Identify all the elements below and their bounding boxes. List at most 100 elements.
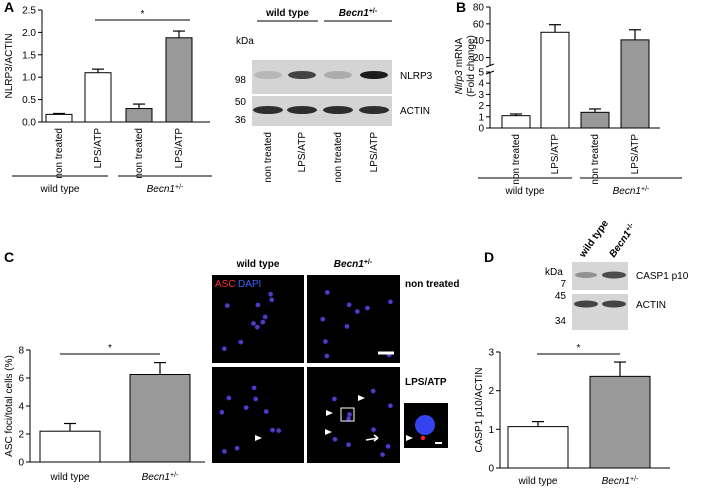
column-label-gene: wild type (236, 259, 280, 270)
lane-label: non treated (333, 132, 344, 183)
y-tick-label: 6 (18, 374, 24, 385)
lane-label: LPS/ATP (297, 132, 308, 173)
x-tick-label-gene: Becn1 (602, 476, 630, 487)
stain-label: ASC (215, 279, 236, 290)
asc-signal (326, 355, 329, 358)
asc-signal (348, 443, 351, 446)
lane-label-superscript: +/- (624, 221, 635, 232)
x-tick-label: wild type (518, 476, 558, 487)
lane-group-label-superscript: +/- (369, 8, 378, 15)
panel-label: B (456, 0, 466, 15)
asc-signal (223, 450, 226, 453)
y-tick-label: 4 (478, 79, 484, 90)
blot-band (602, 271, 626, 279)
lane-group-label: Becn1+/- (339, 8, 378, 20)
asc-signal (373, 428, 376, 431)
asc-signal (382, 453, 385, 456)
y-tick-label: 2 (488, 386, 494, 397)
y-tick-label: 20 (473, 53, 485, 64)
x-tick-label-gene: wild type (518, 476, 558, 487)
x-tick-label-superscript: +/- (170, 472, 179, 479)
asc-signal (253, 322, 256, 325)
bar (45, 113, 73, 123)
arrow (365, 434, 379, 442)
blot-band (288, 71, 316, 79)
y-tick-label: 0 (478, 124, 484, 135)
lane-group-label-gene: wild type (265, 8, 309, 19)
x-tick-label: non treated (511, 134, 522, 185)
y-tick-label: 1.0 (22, 73, 36, 84)
column-label-gene: Becn1 (334, 259, 364, 270)
marker-label: 34 (555, 316, 567, 327)
bar (540, 31, 570, 129)
significance-label: * (108, 343, 112, 354)
asc-signal (255, 397, 258, 400)
asc-signal (356, 310, 359, 313)
panel-label: D (484, 249, 494, 265)
y-tick-label: 4 (18, 402, 24, 413)
y-tick-label: 1 (488, 425, 494, 436)
x-tick-label: non treated (590, 134, 601, 185)
y-tick-label: 1.5 (22, 50, 36, 61)
y-tick-label: 0.5 (22, 95, 36, 106)
blot-band (574, 300, 598, 308)
bar (501, 115, 531, 129)
x-tick-label-gene: Becn1 (142, 472, 170, 483)
zoom-box (340, 407, 355, 422)
y-tick-label: 80 (473, 3, 485, 14)
asc-signal (390, 300, 393, 303)
bar (39, 430, 101, 463)
x-tick-label: non treated (54, 128, 65, 179)
x-tick-label-gene: wild type (50, 472, 90, 483)
y-tick-label: 3 (488, 348, 494, 359)
blot-band (254, 71, 282, 79)
group-label: Becn1+/- (613, 186, 650, 198)
micrograph (212, 367, 304, 463)
kda-label: kDa (236, 36, 254, 47)
asc-signal (240, 341, 243, 344)
y-axis-label: CASP1 p10/ACTIN (474, 367, 485, 452)
row-label: ACTIN (400, 106, 430, 117)
blot-band (602, 300, 626, 308)
arrowhead (326, 410, 333, 416)
x-tick-label: Becn1+/- (142, 472, 179, 484)
asc-signal (272, 429, 275, 432)
column-label-superscript: +/- (364, 259, 373, 266)
column-label: Becn1+/- (334, 259, 373, 271)
asc-signal (253, 386, 256, 389)
blot-band (360, 71, 388, 79)
asc-signal (245, 406, 248, 409)
asc-signal (271, 298, 274, 301)
y-tick-label: 2 (478, 101, 484, 112)
y-tick-label: 2.0 (22, 28, 36, 39)
y-tick-label: 3 (478, 90, 484, 101)
asc-signal (228, 397, 231, 400)
arrowhead (255, 435, 262, 441)
y-tick-label: 5 (478, 68, 484, 79)
y-tick-label: 1 (478, 112, 484, 123)
blot-band (253, 106, 283, 114)
y-tick-label: 8 (18, 346, 24, 357)
arrowhead (406, 435, 413, 441)
asc-signal (221, 411, 224, 414)
blot-band (287, 106, 317, 114)
y-axis-label-text: mRNA (454, 38, 465, 68)
lane-label: LPS/ATP (369, 132, 380, 173)
significance-label: * (577, 343, 581, 354)
row-label: non treated (405, 279, 459, 290)
bar (507, 426, 569, 469)
blot-band (575, 272, 597, 278)
asc-signal (348, 417, 351, 420)
micrograph (212, 275, 304, 363)
lane-label: non treated (263, 132, 274, 183)
asc-signal (264, 315, 267, 318)
group-label: wild type (505, 186, 545, 197)
asc-signal (265, 410, 268, 413)
group-label-gene: wild type (40, 184, 80, 195)
x-tick-label: LPS/ATP (174, 128, 185, 169)
bar (165, 37, 193, 123)
asc-signal (334, 438, 337, 441)
bar (589, 375, 651, 469)
arrowhead (358, 395, 365, 401)
